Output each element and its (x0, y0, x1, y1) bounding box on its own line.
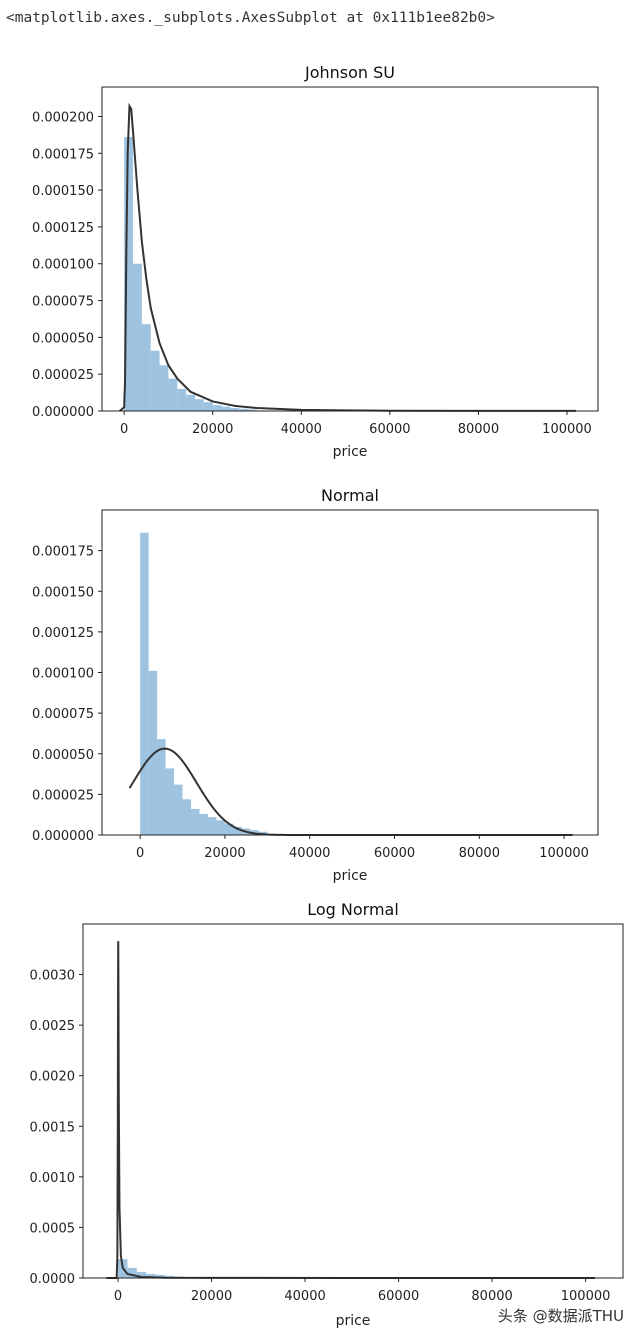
histogram-bar (177, 388, 187, 411)
x-tick-label: 100000 (539, 846, 589, 861)
x-axis-label: price (333, 868, 368, 884)
log-normal-subplot: 0 20000 40000 60000 80000 100000 0.0000 0.0005 0… (30, 900, 624, 1329)
histogram-bar (182, 799, 192, 835)
x-tick-label: 100000 (542, 422, 592, 437)
histogram-bar (133, 263, 142, 411)
watermark: 头条 @数据派THU (497, 1307, 624, 1325)
histogram-bar (212, 405, 222, 411)
histogram-bar (136, 1272, 147, 1278)
axes-frame (101, 86, 599, 412)
histogram-bar (199, 813, 208, 836)
histogram-bar (203, 402, 213, 411)
histogram-bar (124, 137, 133, 411)
x-axis-label: price (336, 1313, 371, 1329)
histogram-bar (216, 820, 225, 836)
johnson-su-subplot: 0 20000 40000 60000 80000 100000 0.000000 0.000… (32, 63, 599, 460)
histogram-bar (233, 826, 242, 836)
x-tick-label: 60000 (369, 422, 410, 437)
y-tick-label: 0.0010 (30, 1171, 76, 1186)
histogram-bar (146, 1273, 156, 1278)
chart-title: Normal (321, 486, 379, 505)
x-tick-label: 20000 (192, 422, 233, 437)
x-axis-label: price (333, 444, 368, 460)
axes-frame (82, 923, 624, 1279)
y-tick-label: 0.0005 (30, 1221, 76, 1236)
histogram-bar (155, 1274, 165, 1278)
histogram-bar (186, 394, 195, 411)
x-tick-label: 100000 (561, 1289, 611, 1304)
histogram-bar (195, 399, 204, 411)
y-tick-label: 0.000050 (32, 331, 94, 346)
y-tick-label: 0.000100 (32, 258, 94, 273)
fit-curve-line (106, 941, 595, 1279)
y-tick-label: 0.0030 (30, 969, 76, 984)
y-tick-label: 0.000075 (32, 295, 94, 310)
y-tick-label: 0.0025 (30, 1019, 76, 1034)
y-tick-label: 0.000000 (32, 829, 94, 844)
x-tick-label: 40000 (289, 846, 330, 861)
histogram-bar (191, 809, 200, 835)
y-tick-label: 0.000025 (32, 788, 94, 803)
y-tick-label: 0.000100 (32, 667, 94, 682)
histogram-bar (168, 378, 178, 411)
y-tick-label: 0.000075 (32, 707, 94, 722)
x-tick-label: 0 (114, 1289, 122, 1304)
histogram-bar (230, 408, 240, 411)
histogram-bar (157, 739, 166, 836)
histogram-bar (165, 768, 175, 836)
fit-curve-line (119, 102, 576, 412)
x-tick-label: 0 (136, 846, 144, 861)
y-tick-label: 0.0015 (30, 1120, 76, 1135)
x-tick-label: 40000 (284, 1289, 325, 1304)
y-tick-label: 0.000125 (32, 221, 94, 236)
histogram-bar (150, 350, 160, 411)
histogram-bar (127, 1267, 137, 1278)
x-tick-label: 60000 (374, 846, 415, 861)
x-tick-label: 80000 (459, 846, 500, 861)
histogram-bar (174, 784, 183, 836)
histogram-bar (140, 532, 149, 835)
y-tick-label: 0.000175 (32, 147, 94, 162)
y-tick-label: 0.000000 (32, 405, 94, 420)
x-tick-label: 20000 (204, 846, 245, 861)
output-repr-text: <matplotlib.axes._subplots.AxesSubplot a… (6, 10, 495, 26)
histogram-bar (159, 365, 169, 411)
y-tick-label: 0.000150 (32, 585, 94, 600)
x-tick-label: 80000 (471, 1289, 512, 1304)
x-tick-label: 60000 (378, 1289, 419, 1304)
y-tick-label: 0.0000 (30, 1272, 76, 1287)
y-tick-label: 0.000200 (32, 110, 94, 125)
histogram-bar (239, 408, 249, 411)
chart-title: Log Normal (307, 900, 399, 919)
x-tick-label: 80000 (458, 422, 499, 437)
y-tick-label: 0.000050 (32, 748, 94, 763)
y-tick-label: 0.0020 (30, 1070, 76, 1085)
x-tick-label: 0 (120, 422, 128, 437)
x-tick-label: 20000 (191, 1289, 232, 1304)
y-tick-label: 0.000125 (32, 626, 94, 641)
histogram-bar (221, 406, 231, 411)
histogram-bar (207, 817, 217, 836)
histogram-bar (248, 409, 257, 411)
histogram-bar (224, 823, 234, 836)
chart-title: Johnson SU (304, 63, 395, 82)
histogram-bar (148, 670, 158, 836)
histogram-bar (141, 324, 151, 411)
y-tick-label: 0.000150 (32, 184, 94, 199)
x-tick-label: 40000 (281, 422, 322, 437)
normal-subplot: 0 20000 40000 60000 80000 100000 0.000000 0.000… (32, 486, 599, 884)
y-tick-label: 0.000025 (32, 368, 94, 383)
y-tick-label: 0.000175 (32, 545, 94, 560)
